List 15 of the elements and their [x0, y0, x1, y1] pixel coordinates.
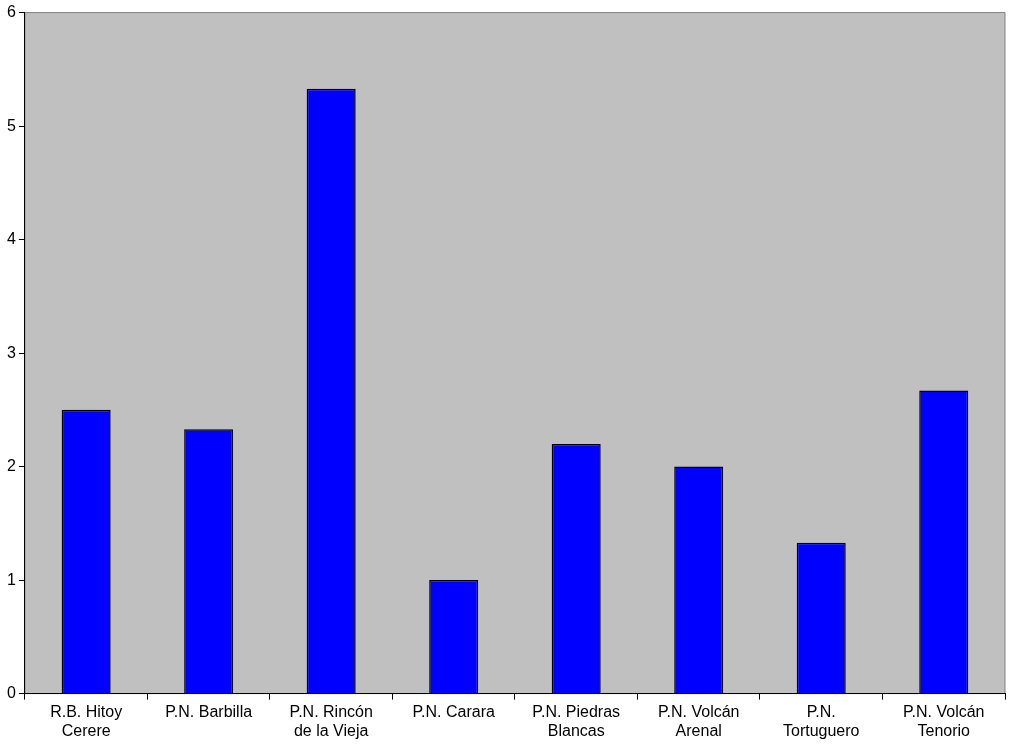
- x-tick-label: P.N. Tortuguero: [782, 702, 860, 739]
- y-tick-label: 1: [6, 570, 16, 588]
- y-tick-label: 6: [6, 3, 16, 21]
- x-tick-label: P.N. Carara: [412, 702, 495, 720]
- x-tick-label: P.N. Barbilla: [165, 702, 253, 720]
- x-tick-label: R.B. Hitoy Cerere: [50, 702, 123, 739]
- x-tick-label: P.N. Piedras Blancas: [532, 702, 621, 739]
- x-tick-label: P.N. Volcán Tenorio: [902, 702, 985, 739]
- y-tick-label: 5: [6, 116, 16, 134]
- y-tick-label: 0: [6, 684, 16, 702]
- y-tick-label: 4: [6, 230, 16, 248]
- y-tick-label: 3: [6, 343, 16, 361]
- x-tick-label: P.N. Rincón de la Vieja: [289, 702, 373, 739]
- x-tick-label: P.N. Volcán Arenal: [657, 702, 740, 739]
- y-tick-label: 2: [6, 457, 16, 475]
